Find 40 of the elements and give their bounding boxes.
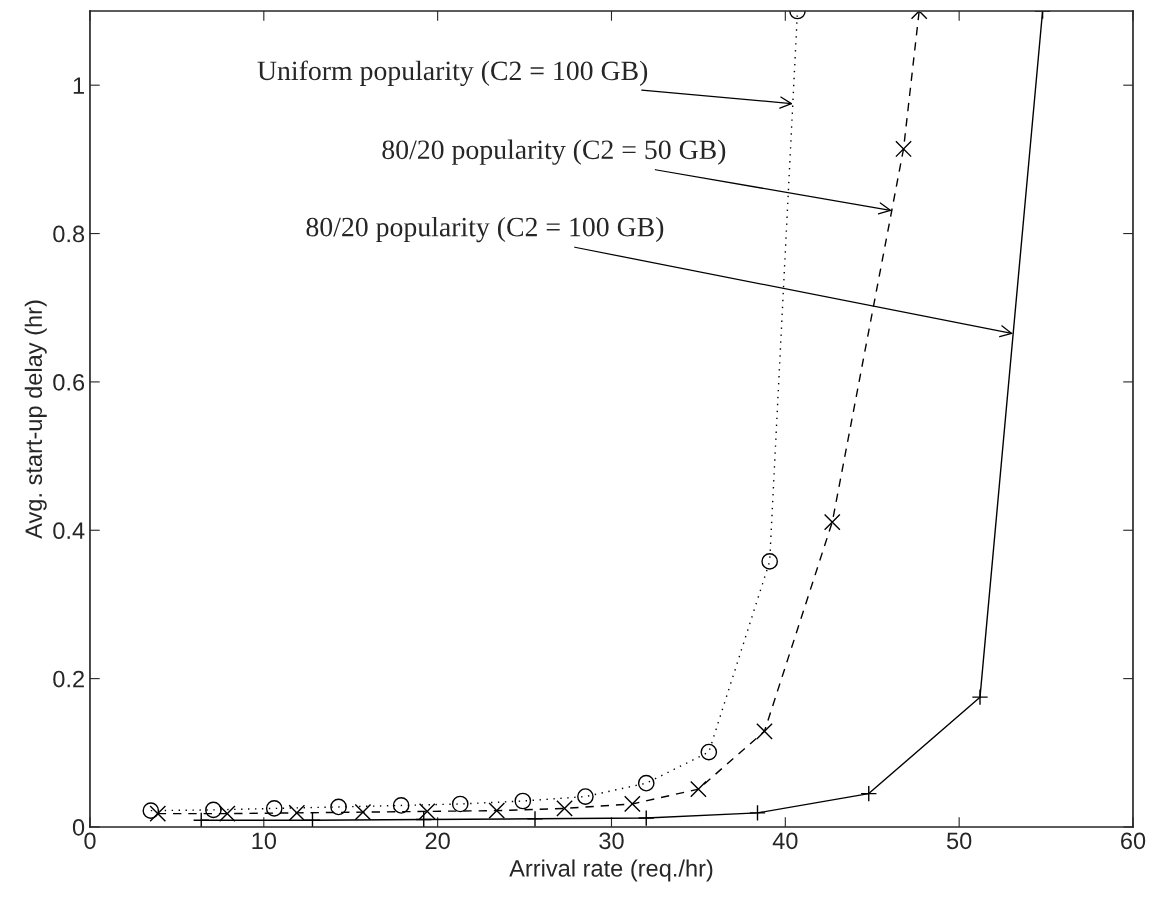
point — [761, 553, 779, 570]
x-axis-title: Arrival rate (req./hr) — [509, 859, 713, 882]
point — [637, 774, 655, 792]
x-tick-label: 0 — [84, 832, 96, 850]
point — [577, 788, 594, 805]
y-tick-label: 0.8 — [53, 225, 85, 243]
point — [451, 795, 469, 813]
point — [149, 805, 167, 822]
annotation: 80/20 popularity (C2 = 100 GB) — [306, 216, 664, 243]
point — [556, 800, 573, 817]
point — [624, 795, 641, 813]
point — [354, 803, 372, 821]
x-tick-label: 20 — [425, 832, 450, 850]
y-tick-label: 0.4 — [53, 522, 85, 540]
point — [700, 743, 718, 761]
point — [330, 798, 347, 816]
point — [823, 513, 841, 531]
y-tick-label: 0.2 — [53, 670, 84, 688]
x-tick-label: 60 — [1121, 832, 1146, 850]
y-tick-label: 0 — [72, 819, 85, 836]
point — [265, 800, 283, 817]
point — [218, 805, 236, 822]
annotation: 80/20 popularity (C2 = 50 GB) — [382, 139, 726, 165]
x-tick-label: 30 — [599, 832, 624, 850]
point — [514, 792, 532, 810]
point — [488, 802, 506, 819]
point — [418, 803, 436, 820]
annotation: Uniform popularity (C2 = 100 GB) — [257, 60, 648, 86]
x-tick-label: 50 — [946, 832, 972, 850]
point — [205, 801, 222, 819]
point — [690, 780, 707, 798]
point — [756, 722, 773, 740]
point — [142, 802, 160, 819]
y-axis-title: Avg. start-up delay (hr) — [24, 300, 47, 539]
point — [749, 804, 766, 822]
y-tick-label: 1 — [73, 77, 84, 94]
y-tick-label: 0.6 — [53, 373, 85, 391]
x-tick-label: 10 — [252, 832, 277, 850]
x-tick-label: 40 — [772, 832, 798, 850]
point — [392, 797, 410, 814]
